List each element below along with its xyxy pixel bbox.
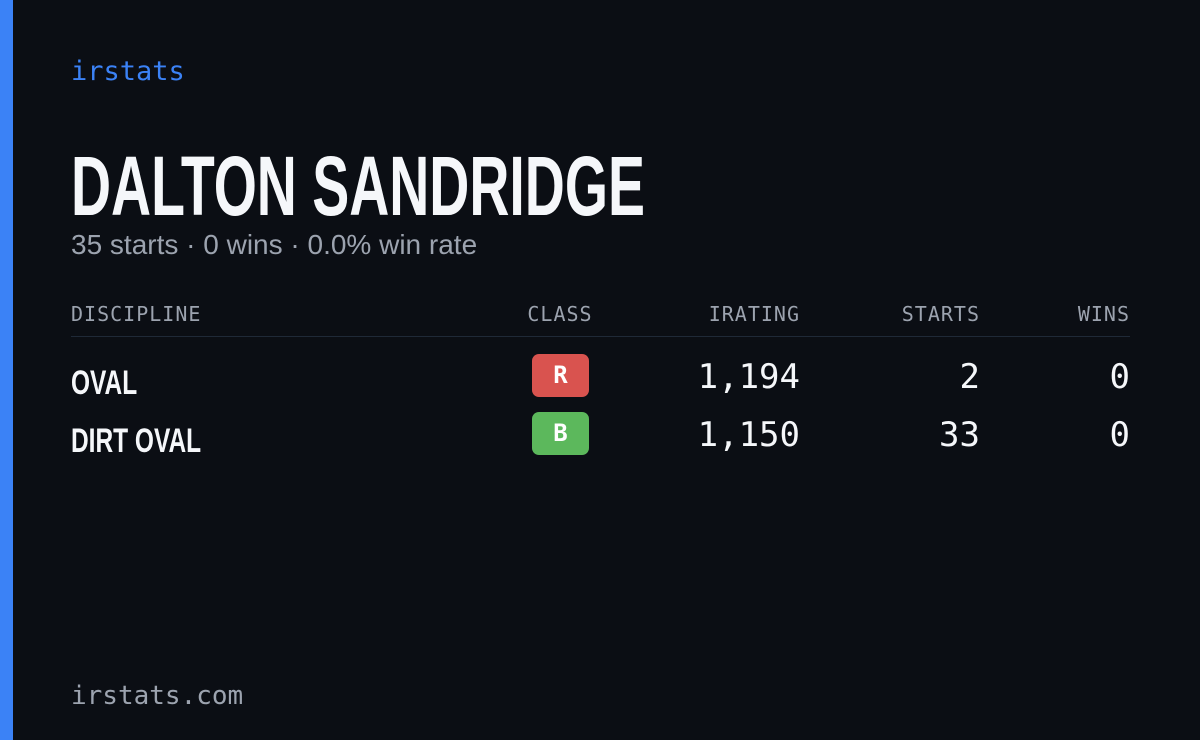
starts: 33 <box>939 415 980 455</box>
summary: 35 starts · 0 wins · 0.0% win rate <box>71 229 478 260</box>
class-badge: B <box>532 412 589 455</box>
irating: 1,194 <box>697 357 800 397</box>
column-header: WINS <box>1077 302 1130 326</box>
accent-bar <box>0 0 13 740</box>
wins: 0 <box>1109 357 1130 397</box>
divider <box>71 336 1130 337</box>
class-badge: R <box>532 354 589 397</box>
footer-url: irstats.com <box>71 681 244 711</box>
driver-name: DALTON SANDRIDGE <box>71 139 645 233</box>
wins: 0 <box>1109 415 1130 455</box>
column-header: IRATING <box>708 302 800 326</box>
column-header: CLASS <box>527 302 593 326</box>
column-header: STARTS <box>901 302 980 326</box>
starts: 2 <box>959 357 980 397</box>
irating: 1,150 <box>697 415 800 455</box>
brand: irstats <box>71 56 185 87</box>
column-header: DISCIPLINE <box>71 302 202 326</box>
discipline: DIRT OVAL <box>71 422 202 460</box>
discipline: OVAL <box>71 364 138 402</box>
